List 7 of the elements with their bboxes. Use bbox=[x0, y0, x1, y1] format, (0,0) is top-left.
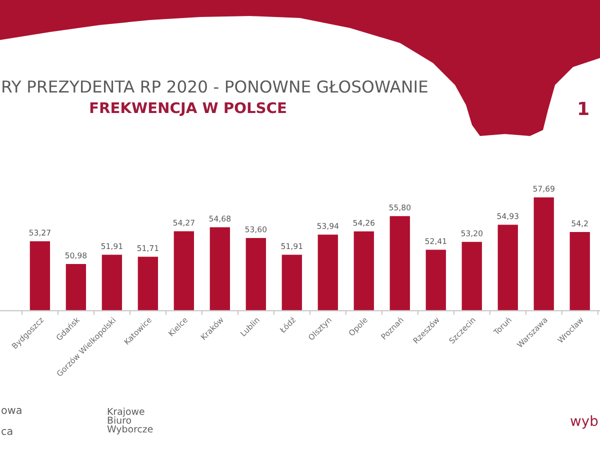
chart-title: RY PREZYDENTA RP 2020 - PONOWNE GŁOSOWANIE bbox=[2, 80, 428, 93]
annotation: Krajowe Biuro Wyborcze bbox=[107, 408, 153, 434]
annotation: ca bbox=[2, 429, 12, 436]
annotation: wyb bbox=[570, 415, 598, 429]
annotation: owa bbox=[2, 408, 22, 414]
text: 1 bbox=[579, 102, 588, 115]
chart-subtitle: FREKWENCJA W POLSCE bbox=[90, 102, 286, 116]
